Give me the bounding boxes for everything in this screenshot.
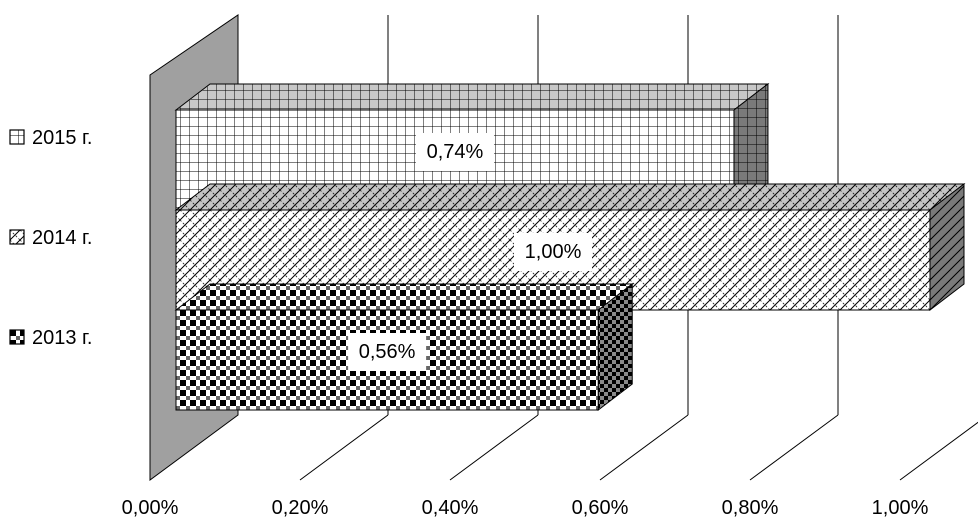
legend-swatch <box>10 130 24 144</box>
grid-line-floor <box>750 415 838 480</box>
grid-line-floor <box>900 415 978 480</box>
bar-top-face <box>176 284 632 310</box>
x-tick-label: 1,00% <box>872 497 929 519</box>
x-tick-label: 0,80% <box>722 497 779 519</box>
data-label: 1,00% <box>525 241 582 263</box>
grid-line-floor <box>600 415 688 480</box>
legend-label: 2015 г. <box>32 127 92 149</box>
legend-swatch <box>10 330 24 344</box>
data-label: 0,56% <box>359 341 416 363</box>
grid-line-floor <box>300 415 388 480</box>
x-tick-label: 0,40% <box>422 497 479 519</box>
legend-label: 2013 г. <box>32 327 92 349</box>
legend-label: 2014 г. <box>32 227 92 249</box>
bar-top-face <box>176 84 768 110</box>
grid-line-floor <box>450 415 538 480</box>
x-tick-label: 0,60% <box>572 497 629 519</box>
bar-top-face <box>176 184 964 210</box>
data-label: 0,74% <box>427 141 484 163</box>
x-axis-ticks: 0,00% 0,20% 0,40% 0,60% 0,80% 1,00% <box>122 497 929 519</box>
legend-swatch <box>10 230 24 244</box>
legend: 2015 г. 2014 г. 2013 г. <box>10 127 92 349</box>
x-tick-label: 0,20% <box>272 497 329 519</box>
x-tick-label: 0,00% <box>122 497 179 519</box>
